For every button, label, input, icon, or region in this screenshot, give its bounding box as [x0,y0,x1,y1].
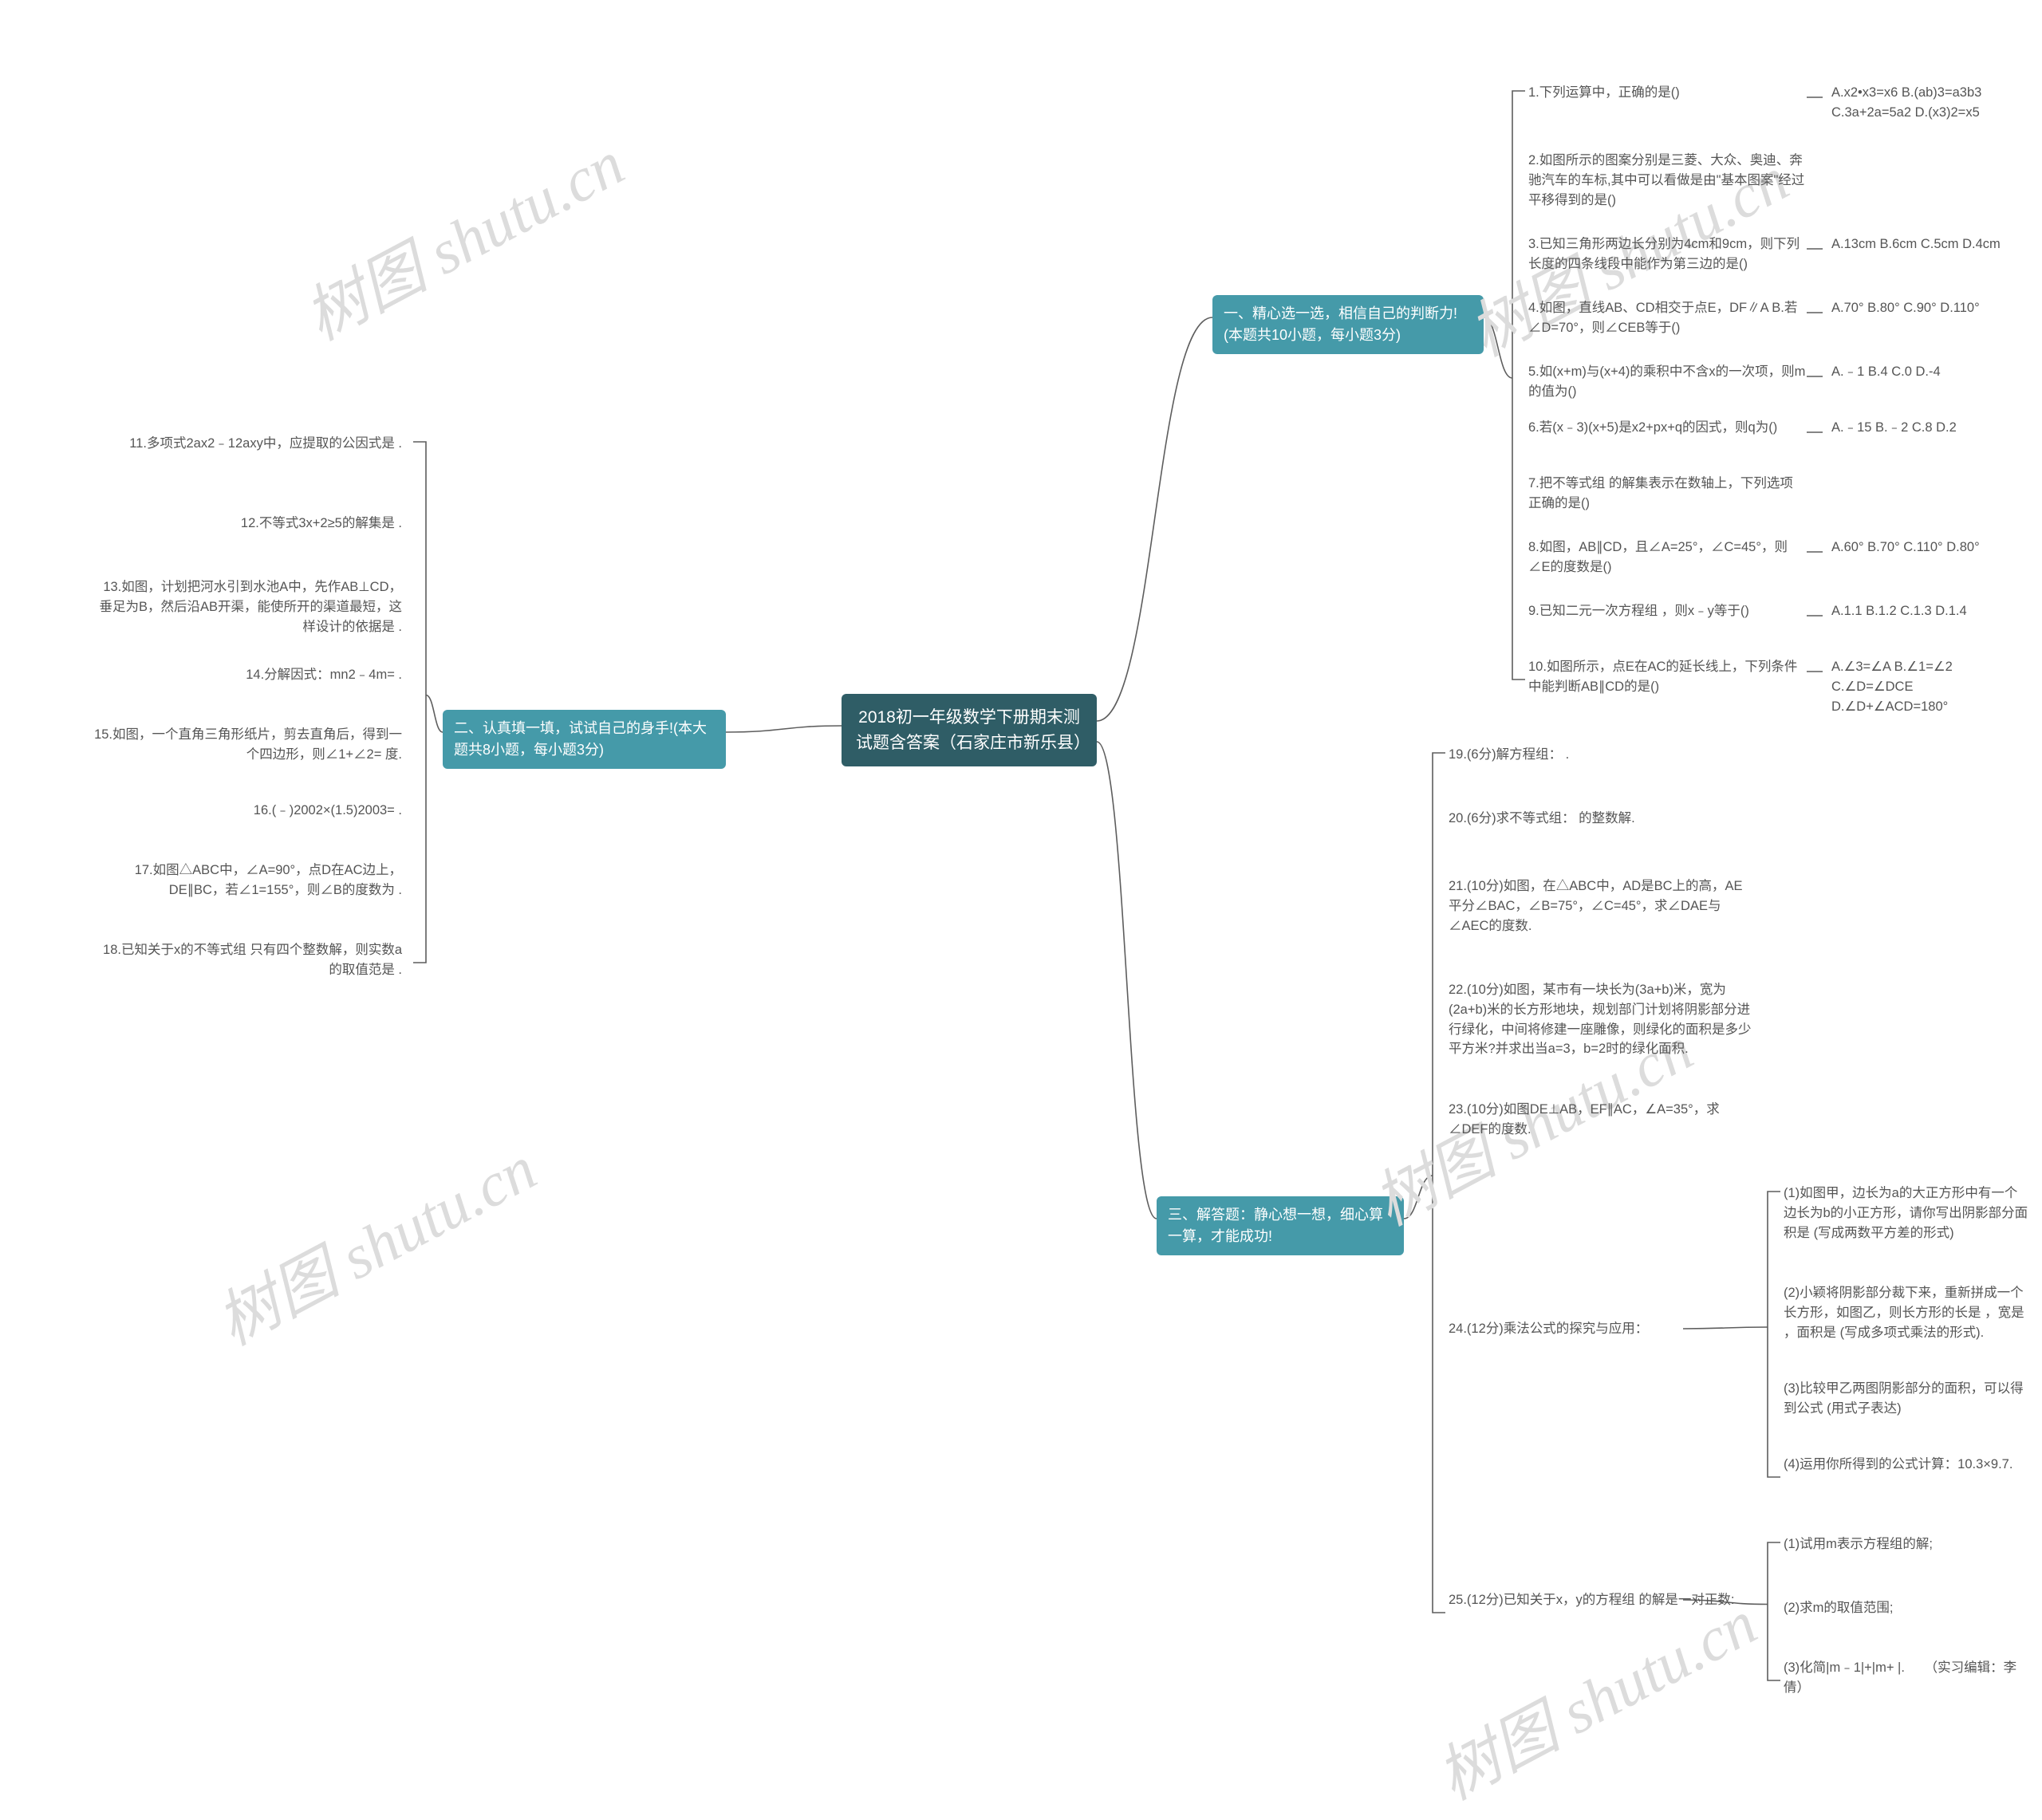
leaf-node: 7.把不等式组 的解集表示在数轴上，下列选项正确的是() [1524,471,1811,517]
leaf-node: (3)比较甲乙两图阴影部分的面积，可以得到公式 (用式子表达) [1779,1376,2034,1422]
leaf-node: 4.如图，直线AB、CD相交于点E，DF∥A B.若∠D=70°，则∠CEB等于… [1524,295,1811,341]
leaf-node: 3.已知三角形两边长分别为4cm和9cm，则下列长度的四条线段中能作为第三边的是… [1524,231,1811,278]
leaf-node: A.﹣15 B.﹣2 C.8 D.2 [1827,415,2034,441]
leaf-node: A.60° B.70° C.110° D.80° [1827,534,2034,561]
leaf-node: 2.如图所示的图案分别是三菱、大众、奥迪、奔驰汽车的车标,其中可以看做是由"基本… [1524,148,1811,213]
leaf-node: 13.如图，计划把河水引到水池A中，先作AB⊥CD，垂足为B，然后沿AB开渠，能… [88,574,407,640]
leaf-node: 21.(10分)如图，在△ABC中，AD是BC上的高，AE平分∠BAC，∠B=7… [1444,873,1759,939]
leaf-node: 24.(12分)乘法公式的探究与应用： [1444,1316,1759,1342]
leaf-node: 17.如图△ABC中，∠A=90°，点D在AC边上，DE∥BC，若∠1=155°… [88,857,407,904]
section2-title: 二、认真填一填，试试自己的身手!(本大题共8小题，每小题3分) [454,720,707,758]
leaf-node: 25.(12分)已知关于x，y的方程组 的解是一对正数: [1444,1587,1759,1613]
section2-node: 二、认真填一填，试试自己的身手!(本大题共8小题，每小题3分) [443,710,726,769]
leaf-node: (4)运用你所得到的公式计算：10.3×9.7. [1779,1452,2034,1478]
leaf-node: (3)化简|m﹣1|+|m+ |. （实习编辑：李倩） [1779,1655,2034,1701]
leaf-node: A.x2•x3=x6 B.(ab)3=a3b3 C.3a+2a=5a2 D.(x… [1827,80,2034,126]
leaf-node: (2)求m的取值范围; [1779,1595,2034,1621]
leaf-node: 20.(6分)求不等式组： 的整数解. [1444,806,1759,832]
leaf-node: (1)如图甲，边长为a的大正方形中有一个边长为b的小正方形，请你写出阴影部分面积… [1779,1180,2034,1246]
leaf-node: 19.(6分)解方程组： . [1444,742,1759,768]
root-text: 2018初一年级数学下册期末测试题含答案（石家庄市新乐县） [856,708,1090,752]
section3-node: 三、解答题：静心想一想，细心算一算，才能成功! [1157,1196,1404,1255]
leaf-node: A.∠3=∠A B.∠1=∠2 C.∠D=∠DCE D.∠D+∠ACD=180° [1827,654,2034,719]
leaf-node: A.70° B.80° C.90° D.110° [1827,295,2034,321]
leaf-node: (2)小颖将阴影部分裁下来，重新拼成一个长方形，如图乙，则长方形的长是 ，宽是 … [1779,1280,2034,1345]
leaf-node: 8.如图，AB∥CD，且∠A=25°，∠C=45°，则∠E的度数是() [1524,534,1811,581]
leaf-node: 9.已知二元一次方程组 ，则x﹣y等于() [1524,598,1811,624]
watermark: 树图 shutu.cn [286,115,637,357]
leaf-node: (1)试用m表示方程组的解; [1779,1531,2034,1558]
leaf-node: 12.不等式3x+2≥5的解集是 . [88,510,407,537]
leaf-node: A.﹣1 B.4 C.0 D.-4 [1827,359,2034,385]
leaf-node: A.1.1 B.1.2 C.1.3 D.1.4 [1827,598,2034,624]
leaf-node: 5.如(x+m)与(x+4)的乘积中不含x的一次项，则m的值为() [1524,359,1811,405]
leaf-node: 14.分解因式：mn2﹣4m= . [88,662,407,688]
leaf-node: 10.如图所示，点E在AC的延长线上，下列条件中能判断AB∥CD的是() [1524,654,1811,700]
leaf-node: 1.下列运算中，正确的是() [1524,80,1811,106]
leaf-node: 15.如图，一个直角三角形纸片，剪去直角后，得到一个四边形，则∠1+∠2= 度. [88,722,407,768]
leaf-node: 16.(﹣)2002×(1.5)2003= . [88,798,407,824]
leaf-node: 6.若(x﹣3)(x+5)是x2+px+q的因式，则q为() [1524,415,1811,441]
leaf-node: 23.(10分)如图DE⊥AB，EF∥AC，∠A=35°，求∠DEF的度数. [1444,1097,1759,1143]
leaf-node: A.13cm B.6cm C.5cm D.4cm [1827,231,2034,258]
section3-title: 三、解答题：静心想一想，细心算一算，才能成功! [1168,1207,1383,1244]
leaf-node: 18.已知关于x的不等式组 只有四个整数解，则实数a的取值范是 . [88,937,407,983]
leaf-node: 11.多项式2ax2﹣12axy中，应提取的公因式是 . [88,431,407,457]
section1-title: 一、精心选一选，相信自己的判断力!(本题共10小题，每小题3分) [1224,305,1457,343]
section1-node: 一、精心选一选，相信自己的判断力!(本题共10小题，每小题3分) [1212,295,1484,354]
watermark: 树图 shutu.cn [199,1120,549,1362]
root-node: 2018初一年级数学下册期末测试题含答案（石家庄市新乐县） [842,694,1097,766]
leaf-node: 22.(10分)如图，某市有一块长为(3a+b)米，宽为(2a+b)米的长方形地… [1444,977,1759,1062]
